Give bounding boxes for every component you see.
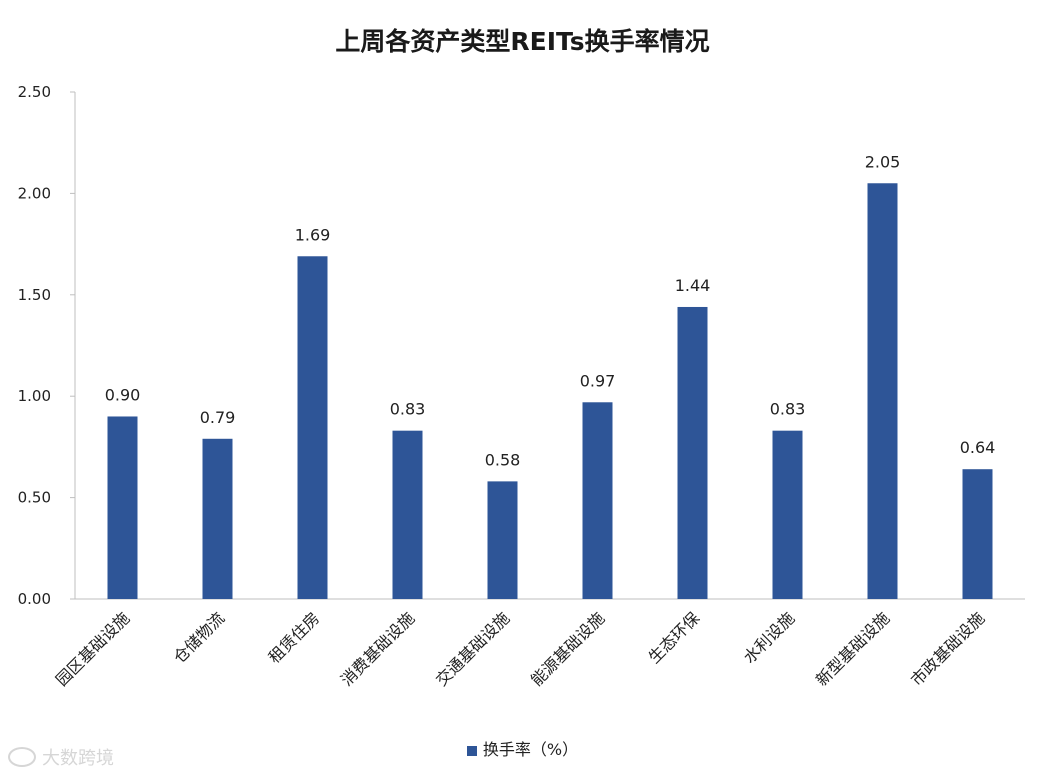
data-label: 0.83	[770, 400, 806, 419]
x-tick-label: 交通基础设施	[432, 608, 513, 689]
bar	[677, 306, 708, 599]
legend: 换手率（%）	[0, 736, 1045, 760]
data-label: 1.69	[295, 225, 331, 244]
x-tick-label: 生态环保	[645, 608, 704, 667]
legend-label: 换手率（%）	[482, 740, 579, 759]
data-label: 0.97	[580, 371, 616, 390]
bar	[867, 183, 898, 599]
data-label: 0.90	[105, 385, 141, 404]
y-tick-label: 2.00	[18, 184, 51, 202]
bar	[202, 438, 233, 599]
bar	[487, 481, 518, 599]
x-tick-label: 能源基础设施	[527, 608, 608, 689]
data-label: 0.83	[390, 400, 426, 419]
logo-icon	[8, 747, 36, 767]
watermark: 大数跨境	[8, 744, 114, 770]
y-tick-label: 1.00	[18, 387, 51, 405]
watermark-text: 大数跨境	[42, 748, 114, 769]
data-label: 0.58	[485, 450, 521, 469]
x-tick-label: 消费基础设施	[337, 608, 418, 689]
y-tick-label: 2.50	[18, 83, 51, 101]
bar	[107, 416, 138, 599]
data-label: 2.05	[865, 152, 901, 171]
bar	[962, 469, 993, 599]
x-tick-label: 水利设施	[740, 608, 799, 667]
y-tick-label: 1.50	[18, 286, 51, 304]
bar	[772, 430, 803, 599]
bar	[392, 430, 423, 599]
bar	[297, 256, 328, 599]
data-label: 1.44	[675, 276, 711, 295]
x-tick-label: 园区基础设施	[52, 608, 133, 689]
y-tick-label: 0.50	[18, 489, 51, 507]
legend-swatch	[466, 745, 477, 756]
chart-title: 上周各资产类型REITs换手率情况	[335, 27, 710, 56]
bar	[582, 402, 613, 599]
y-tick-label: 0.00	[18, 590, 51, 608]
data-label: 0.79	[200, 408, 236, 427]
x-tick-label: 市政基础设施	[907, 608, 988, 689]
data-label: 0.64	[960, 438, 996, 457]
x-tick-label: 租赁住房	[265, 608, 324, 667]
x-tick-label: 仓储物流	[170, 608, 229, 667]
x-tick-label: 新型基础设施	[812, 608, 893, 689]
